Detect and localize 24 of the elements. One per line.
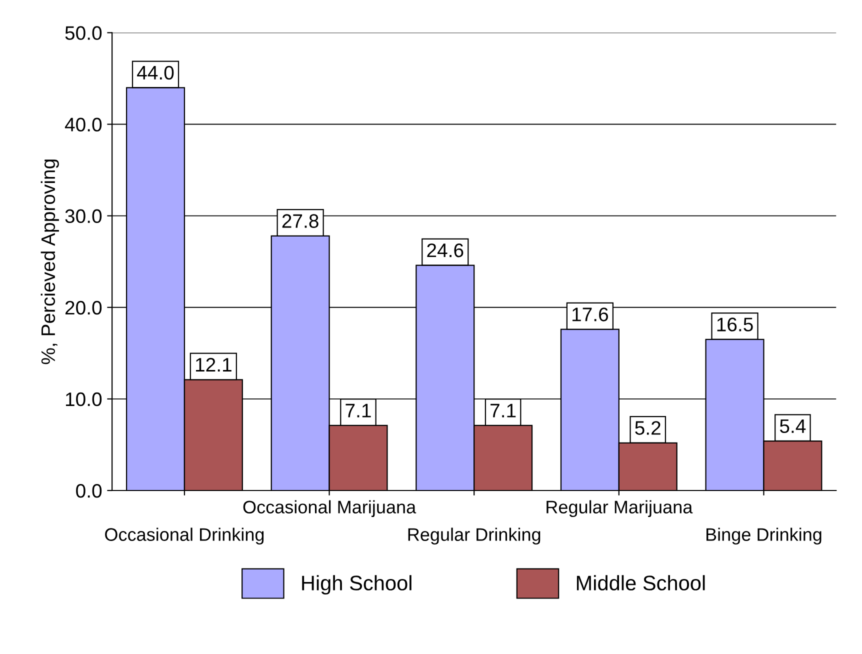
data-label: 5.4	[780, 419, 806, 434]
x-tick-label: Binge Drinking	[706, 528, 822, 545]
legend-label: High School	[302, 575, 412, 595]
y-tick-label: 10.0	[66, 392, 102, 406]
y-axis-title: %, Percieved Approving	[40, 160, 59, 364]
legend-label: Middle School	[576, 575, 705, 590]
data-label: 24.6	[427, 243, 464, 258]
x-tick-label: Occasional Marijuana	[243, 500, 416, 518]
data-label: 27.8	[282, 214, 318, 228]
y-tick-label: 40.0	[64, 118, 102, 132]
data-label: 12.1	[196, 358, 232, 372]
y-tick-label: 20.0	[65, 300, 102, 315]
y-tick-label: 50.0	[65, 26, 102, 40]
data-label: 7.1	[490, 404, 516, 418]
x-tick-label: Occasional Drinking	[105, 528, 264, 545]
x-tick-label: Regular Drinking	[408, 528, 540, 545]
data-label: 5.2	[635, 421, 660, 435]
y-tick-label: 30.0	[65, 209, 102, 224]
data-label: 7.1	[346, 404, 371, 418]
data-label: 16.5	[717, 318, 753, 332]
y-tick-label: 0.0	[76, 484, 102, 498]
x-tick-label: Regular Marijuana	[546, 500, 693, 518]
data-label: 17.6	[572, 308, 608, 322]
data-label: 44.0	[137, 66, 174, 80]
